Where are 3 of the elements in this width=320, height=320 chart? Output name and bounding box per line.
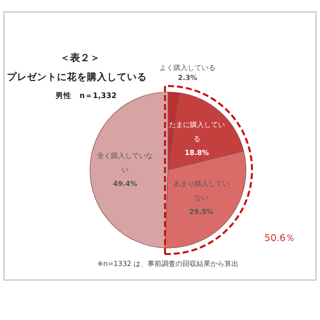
text: プレゼントに花を購入している (7, 71, 147, 83)
chart-title: ＜表２＞ (60, 52, 100, 64)
text: 50.6％ (264, 233, 296, 244)
